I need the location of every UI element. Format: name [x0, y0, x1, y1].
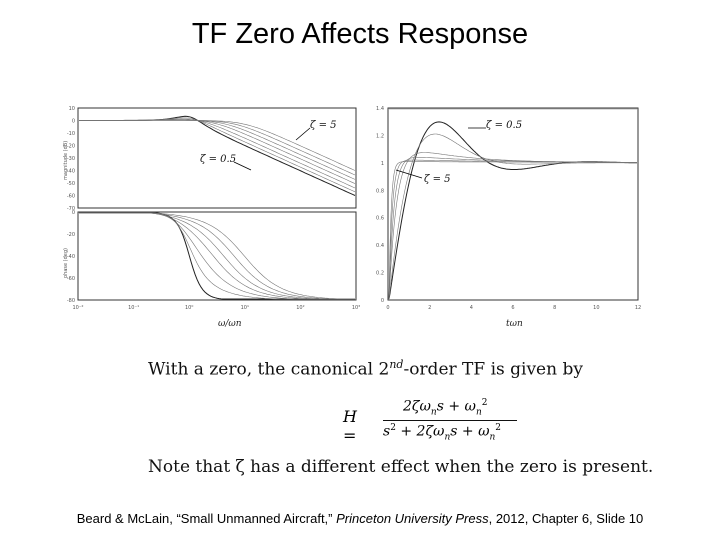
bode-annotation-zeta-05: ζ = 0.5 [200, 154, 236, 165]
bode-phase-ylabel: phase (deg) [63, 248, 69, 278]
step-response-curve [388, 133, 637, 300]
step-xtick: 10 [593, 305, 599, 311]
step-ytick: 0 [381, 298, 384, 304]
intro-text-main: With a zero, the canonical 2 [148, 359, 390, 380]
eq-den-part: s [383, 423, 391, 440]
response-plots-svg: 100-10-20-30-40-50-60-70 magnitude (dB) … [63, 106, 641, 329]
bode-annotation-zeta-5: ζ = 5 [310, 120, 337, 131]
bode-phase-ytick: -20 [67, 232, 75, 238]
note-text: Note that ζ has a different effect when … [148, 457, 654, 477]
step-xtick: 2 [428, 305, 431, 311]
bode-magnitude-curve [79, 120, 356, 171]
step-xtick: 4 [470, 305, 473, 311]
equation-lhs: H = [343, 407, 357, 445]
bode-xtick: 10¹ [241, 305, 249, 311]
bode-magnitude-ytick: -10 [67, 131, 75, 137]
step-ytick: 0.2 [376, 271, 384, 277]
slide-title: TF Zero Affects Response [191, 18, 529, 50]
bode-phase-ytick: -60 [67, 276, 75, 282]
step-xtick: 8 [553, 305, 556, 311]
response-figure: 10 0 -10 -20 -30 -40 -50 -60 -70 magnitude (dB) … [58, 100, 658, 340]
intro-text: With a zero, the canonical 2nd-order TF … [148, 358, 583, 380]
fraction-bar [383, 420, 517, 421]
bode-phase-ytick: -80 [67, 298, 75, 304]
bode-phase-ytick: -40 [67, 254, 75, 260]
bode-xtick: 10⁻¹ [128, 305, 139, 311]
bode-magnitude-ytick: -20 [67, 144, 75, 150]
step-xtick: 6 [511, 305, 514, 311]
bode-phase-plot: 0 -20 -40 -60 -80 10⁻² 10⁻¹ 10⁰ 10¹ 10² 10³ phase… [63, 210, 360, 329]
footer-citation: Beard & McLain, “Small Unmanned Aircraft… [76, 511, 333, 526]
step-ytick: 1.4 [376, 106, 384, 112]
intro-text-sup: nd [389, 358, 404, 371]
footer-publisher: Princeton University Press [336, 511, 489, 526]
step-annotation-zeta-5: ζ = 5 [424, 174, 451, 185]
step-xtick: 12 [635, 305, 641, 311]
bode-xtick: 10⁰ [185, 305, 193, 311]
intro-text-tail: -order TF is given by [403, 359, 583, 380]
step-ytick: 0.6 [376, 216, 384, 222]
step-ytick: 0.8 [376, 188, 384, 194]
bode-xtick: 10⁻² [72, 305, 83, 311]
bode-magnitude-ytick: 0 [72, 119, 75, 125]
equation-numerator: 2ζωns + ωn2 [403, 398, 488, 418]
bode-xtick: 10³ [352, 305, 360, 311]
bode-magnitude-ytick: 10 [69, 106, 75, 112]
step-response-curve [388, 161, 637, 300]
step-annotation-zeta-05: ζ = 0.5 [486, 120, 522, 131]
bode-phase-curve [79, 212, 355, 300]
equation-denominator: s2 + 2ζωns + ωn2 [383, 423, 502, 443]
bode-magnitude-ytick: -60 [67, 194, 75, 200]
step-ytick: 1 [381, 161, 384, 167]
bode-magnitude-ylabel: magnitude (dB) [63, 141, 69, 180]
eq-den-tail: + 2ζω [395, 423, 445, 440]
bode-magnitude-ytick: -50 [67, 181, 75, 187]
bode-xtick: 10² [296, 305, 304, 311]
eq-num-tail: s + ω [436, 398, 476, 415]
step-ytick: 0.4 [376, 243, 384, 249]
bode-magnitude-ytick: -30 [67, 156, 75, 162]
step-response-plot: 1.4 1.2 1 0.8 0.6 0.4 0.2 0 0 2 4 6 8 10 12 tωn ζ = 0… [376, 106, 641, 329]
bode-magnitude-ytick: -40 [67, 169, 75, 175]
footer-slide-info: , 2012, Chapter 6, Slide 10 [488, 511, 644, 526]
step-ytick: 1.2 [376, 133, 384, 139]
eq-num-part: 2ζω [403, 398, 431, 415]
bode-xlabel: ω/ωn [218, 319, 242, 329]
bode-phase-ytick: 0 [72, 210, 75, 216]
slide-footer: Beard & McLain, “Small Unmanned Aircraft… [0, 511, 720, 526]
eq-den-tail2: s + ω [450, 423, 490, 440]
bode-magnitude-plot: 100-10-20-30-40-50-60-70 magnitude (dB) … [63, 106, 357, 212]
bode-magnitude-ytick: -70 [67, 206, 75, 212]
step-xtick: 0 [386, 305, 389, 311]
step-xlabel: tωn [506, 319, 523, 329]
